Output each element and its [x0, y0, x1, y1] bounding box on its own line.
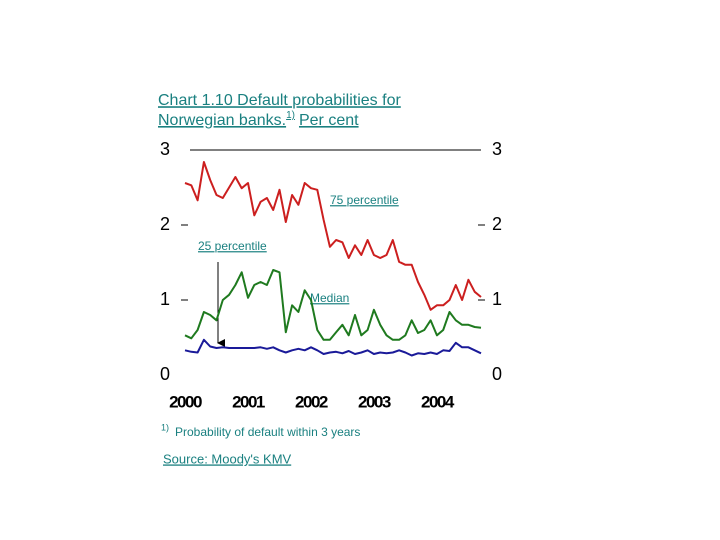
y-tick-label: 3 [160, 139, 170, 159]
footnote-marker: 1) [161, 422, 169, 432]
y-tick-label: 0 [160, 364, 170, 384]
x-tick-label: 2000 [169, 392, 202, 411]
series-line [184, 269, 482, 341]
chart-title: Norwegian banks.1) Per cent [158, 110, 359, 130]
series-line [184, 161, 482, 311]
chart-title: Norwegian banks. [158, 112, 286, 129]
series-label: 25 percentile [198, 239, 267, 253]
title-suffix: Per cent [299, 112, 359, 129]
y-tick-label: 2 [160, 214, 170, 234]
y2-tick-label: 2 [492, 214, 502, 234]
x-tick-label: 2003 [358, 392, 391, 411]
chart-title: Chart 1.10 Default probabilities for [158, 92, 401, 109]
series-label: 75 percentile [330, 193, 399, 207]
title-note-marker: 1) [286, 110, 295, 121]
x-tick-label: 2004 [421, 392, 455, 411]
series-label: Median [310, 291, 349, 305]
y-tick-label: 1 [160, 289, 170, 309]
source: Source: Moody's KMV [163, 451, 292, 466]
plot-area: 0 1 2 3 0 1 2 3 2000 2001 2002 2003 2004 [160, 139, 502, 412]
y2-tick-label: 0 [492, 364, 502, 384]
footnote: Probability of default within 3 years [175, 425, 360, 439]
x-tick-label: 2002 [295, 392, 328, 411]
y2-tick-label: 3 [492, 139, 502, 159]
y2-tick-label: 1 [492, 289, 502, 309]
series-line [184, 338, 482, 357]
x-tick-label: 2001 [232, 392, 265, 411]
